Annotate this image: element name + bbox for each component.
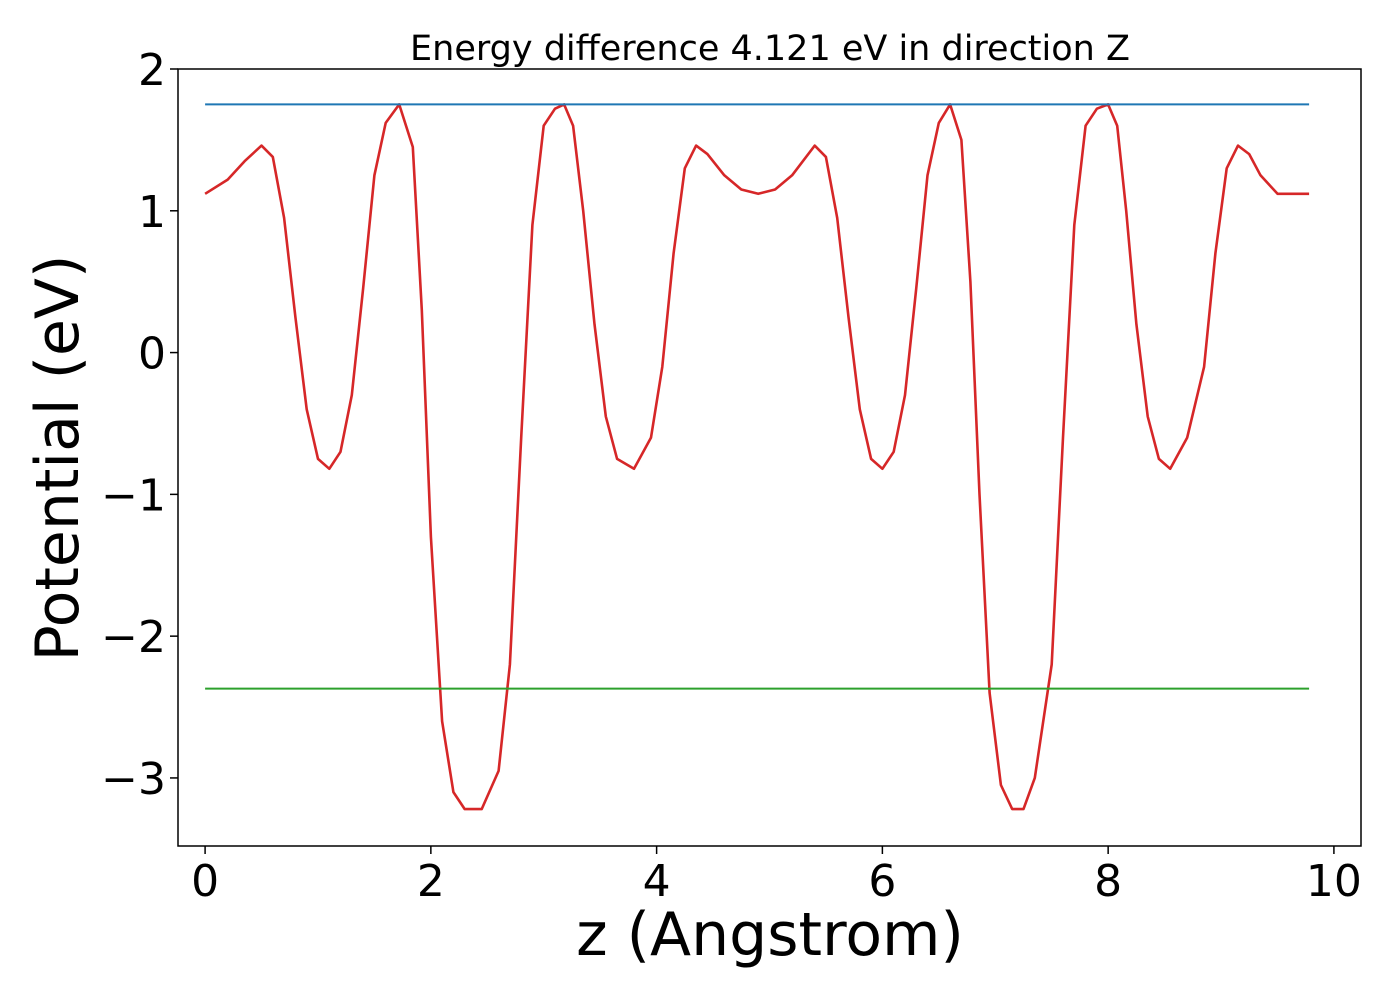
x-tick-label: 0 — [191, 856, 219, 907]
y-tick-label: 2 — [138, 45, 166, 96]
x-tick-label: 10 — [1306, 856, 1362, 907]
y-axis-ticks: 2 1 0 −1 −2 −3 — [101, 45, 178, 805]
y-axis-label: Potential (eV) — [23, 255, 93, 662]
plot-frame — [177, 68, 1362, 847]
y-tick-label: −3 — [101, 754, 166, 805]
potential-curve — [204, 103, 1310, 811]
y-tick-label: 1 — [138, 187, 166, 238]
y-tick-label: 0 — [138, 329, 166, 380]
x-tick-label: 4 — [643, 856, 671, 907]
x-tick-label: 6 — [868, 856, 896, 907]
series-layer — [204, 103, 1310, 811]
y-tick-label: −1 — [101, 470, 166, 521]
x-axis-label: z (Angstrom) — [576, 900, 964, 970]
chart-title: Energy difference 4.121 eV in direction … — [410, 29, 1130, 69]
y-tick-label: −2 — [101, 612, 166, 663]
x-tick-label: 8 — [1094, 856, 1122, 907]
x-tick-label: 2 — [417, 856, 445, 907]
x-axis-ticks: 0 2 4 6 8 10 — [191, 846, 1362, 907]
